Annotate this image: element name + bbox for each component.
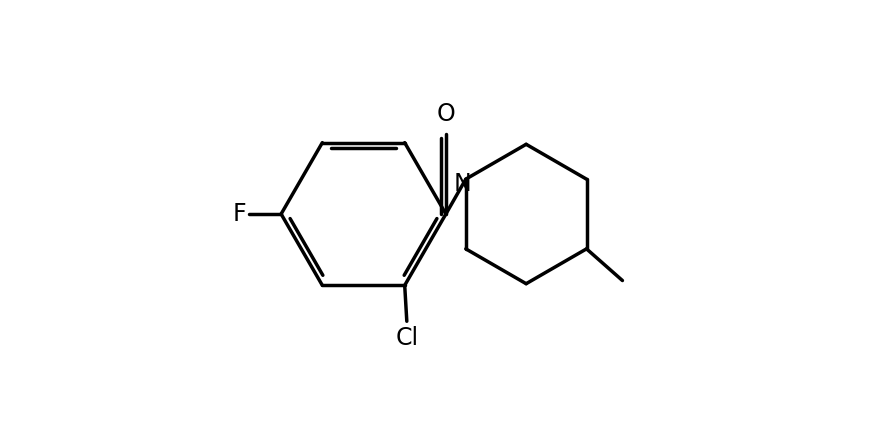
Text: N: N: [453, 172, 471, 196]
Text: O: O: [436, 102, 455, 126]
Text: Cl: Cl: [395, 326, 418, 350]
Text: F: F: [232, 202, 246, 226]
